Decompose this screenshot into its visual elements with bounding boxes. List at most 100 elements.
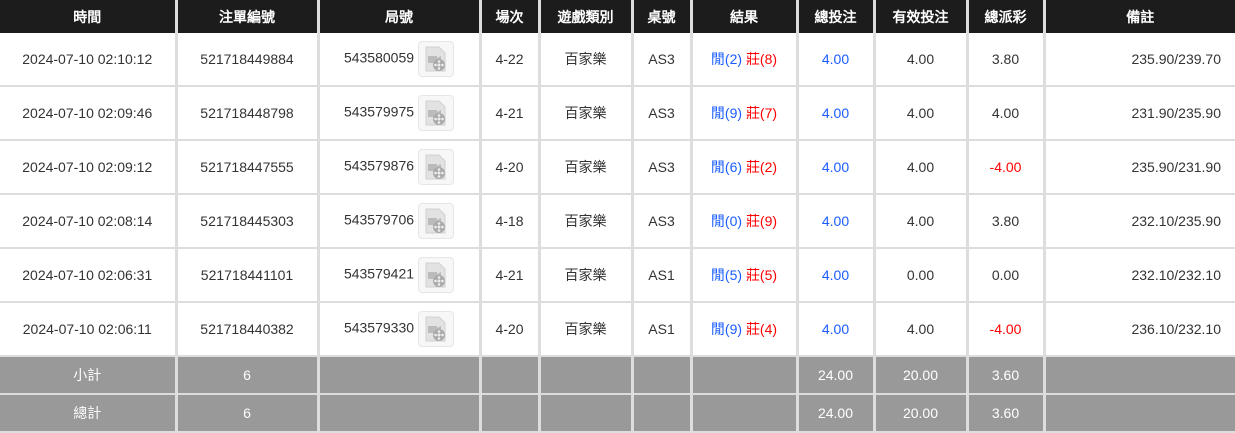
table-no: AS1 bbox=[632, 302, 693, 357]
bet-id: 521718445303 bbox=[176, 194, 320, 249]
column-header: 時間 bbox=[0, 0, 178, 33]
player-result: 閒(9) bbox=[710, 321, 743, 337]
banker-result: 莊(5) bbox=[745, 267, 778, 283]
summary-total-bet: 24.00 bbox=[797, 356, 876, 395]
summary-label: 總計 bbox=[0, 394, 178, 433]
banker-result: 莊(8) bbox=[745, 51, 778, 67]
result: 閒(9) 莊(4) bbox=[691, 302, 799, 357]
total-bet: 4.00 bbox=[797, 248, 876, 303]
round-cell: 543579876 bbox=[318, 140, 482, 195]
note: 232.10/235.90 bbox=[1044, 194, 1235, 249]
total-bet: 4.00 bbox=[797, 86, 876, 141]
column-header: 總投注 bbox=[797, 0, 876, 33]
shoe: 4-22 bbox=[480, 33, 541, 87]
column-header: 備註 bbox=[1044, 0, 1235, 33]
valid-bet: 4.00 bbox=[874, 194, 969, 249]
bet-id: 521718448798 bbox=[176, 86, 320, 141]
column-header: 遊戲類別 bbox=[539, 0, 634, 33]
payout: 0.00 bbox=[967, 248, 1046, 303]
result: 閒(9) 莊(7) bbox=[691, 86, 799, 141]
banker-result: 莊(2) bbox=[745, 159, 778, 175]
payout: -4.00 bbox=[967, 302, 1046, 357]
video-file-icon[interactable] bbox=[418, 257, 455, 293]
note: 235.90/231.90 bbox=[1044, 140, 1235, 195]
column-header: 有效投注 bbox=[874, 0, 969, 33]
shoe: 4-20 bbox=[480, 140, 541, 195]
round-cell: 543579330 bbox=[318, 302, 482, 357]
total-bet: 4.00 bbox=[797, 33, 876, 87]
table-header: 時間 注單編號 局號 場次 遊戲類別 桌號 結果 總投注 有效投注 總派彩 備註 bbox=[0, 0, 1235, 33]
table-row: 2024-07-10 02:09:12 521718447555 5435798… bbox=[0, 140, 1235, 195]
column-header: 結果 bbox=[691, 0, 799, 33]
game-type: 百家樂 bbox=[539, 33, 634, 87]
note: 235.90/239.70 bbox=[1044, 33, 1235, 87]
round-id: 543579706 bbox=[343, 211, 415, 228]
bet-id: 521718447555 bbox=[176, 140, 320, 195]
table-no: AS3 bbox=[632, 140, 693, 195]
banker-result: 莊(7) bbox=[745, 105, 778, 121]
valid-bet: 4.00 bbox=[874, 140, 969, 195]
column-header: 桌號 bbox=[632, 0, 693, 33]
video-file-icon[interactable] bbox=[418, 95, 455, 131]
bet-time: 2024-07-10 02:06:31 bbox=[0, 248, 178, 303]
result: 閒(6) 莊(2) bbox=[691, 140, 799, 195]
round-id: 543579421 bbox=[343, 265, 415, 282]
game-type: 百家樂 bbox=[539, 140, 634, 195]
bet-time: 2024-07-10 02:10:12 bbox=[0, 33, 178, 87]
player-result: 閒(5) bbox=[710, 267, 743, 283]
column-header: 注單編號 bbox=[176, 0, 320, 33]
total-bet: 4.00 bbox=[797, 302, 876, 357]
payout: 3.80 bbox=[967, 194, 1046, 249]
summary-row: 小計 6 24.00 20.00 3.60 bbox=[0, 356, 1235, 395]
table-no: AS3 bbox=[632, 86, 693, 141]
valid-bet: 4.00 bbox=[874, 302, 969, 357]
video-file-icon[interactable] bbox=[418, 149, 455, 185]
table-row: 2024-07-10 02:06:31 521718441101 5435794… bbox=[0, 248, 1235, 303]
summary-count: 6 bbox=[176, 356, 320, 395]
shoe: 4-18 bbox=[480, 194, 541, 249]
total-bet: 4.00 bbox=[797, 194, 876, 249]
player-result: 閒(2) bbox=[710, 51, 743, 67]
result: 閒(0) 莊(9) bbox=[691, 194, 799, 249]
bet-time: 2024-07-10 02:09:46 bbox=[0, 86, 178, 141]
bet-id: 521718441101 bbox=[176, 248, 320, 303]
summary-payout: 3.60 bbox=[967, 356, 1046, 395]
round-cell: 543579706 bbox=[318, 194, 482, 249]
game-type: 百家樂 bbox=[539, 194, 634, 249]
result: 閒(2) 莊(8) bbox=[691, 33, 799, 87]
column-header: 場次 bbox=[480, 0, 541, 33]
table-row: 2024-07-10 02:10:12 521718449884 5435800… bbox=[0, 33, 1235, 87]
summary-row: 總計 6 24.00 20.00 3.60 bbox=[0, 394, 1235, 433]
player-result: 閒(9) bbox=[710, 105, 743, 121]
note: 236.10/232.10 bbox=[1044, 302, 1235, 357]
video-file-icon[interactable] bbox=[418, 203, 455, 239]
round-cell: 543580059 bbox=[318, 33, 482, 87]
valid-bet: 4.00 bbox=[874, 33, 969, 87]
round-id: 543579330 bbox=[343, 319, 415, 336]
shoe: 4-20 bbox=[480, 302, 541, 357]
round-cell: 543579975 bbox=[318, 86, 482, 141]
bet-id: 521718449884 bbox=[176, 33, 320, 87]
bet-time: 2024-07-10 02:06:11 bbox=[0, 302, 178, 357]
payout: -4.00 bbox=[967, 140, 1046, 195]
payout: 4.00 bbox=[967, 86, 1046, 141]
shoe: 4-21 bbox=[480, 86, 541, 141]
summary-total-bet: 24.00 bbox=[797, 394, 876, 433]
table-row: 2024-07-10 02:09:46 521718448798 5435799… bbox=[0, 86, 1235, 141]
summary-payout: 3.60 bbox=[967, 394, 1046, 433]
bet-id: 521718440382 bbox=[176, 302, 320, 357]
bet-time: 2024-07-10 02:09:12 bbox=[0, 140, 178, 195]
payout: 3.80 bbox=[967, 33, 1046, 87]
video-file-icon[interactable] bbox=[418, 41, 455, 77]
result: 閒(5) 莊(5) bbox=[691, 248, 799, 303]
round-id: 543579975 bbox=[343, 103, 415, 120]
game-type: 百家樂 bbox=[539, 248, 634, 303]
table-row: 2024-07-10 02:08:14 521718445303 5435797… bbox=[0, 194, 1235, 249]
game-type: 百家樂 bbox=[539, 86, 634, 141]
video-file-icon[interactable] bbox=[418, 311, 455, 347]
summary-valid-bet: 20.00 bbox=[874, 356, 969, 395]
summary-valid-bet: 20.00 bbox=[874, 394, 969, 433]
round-id: 543579876 bbox=[343, 157, 415, 174]
column-header: 局號 bbox=[318, 0, 482, 33]
